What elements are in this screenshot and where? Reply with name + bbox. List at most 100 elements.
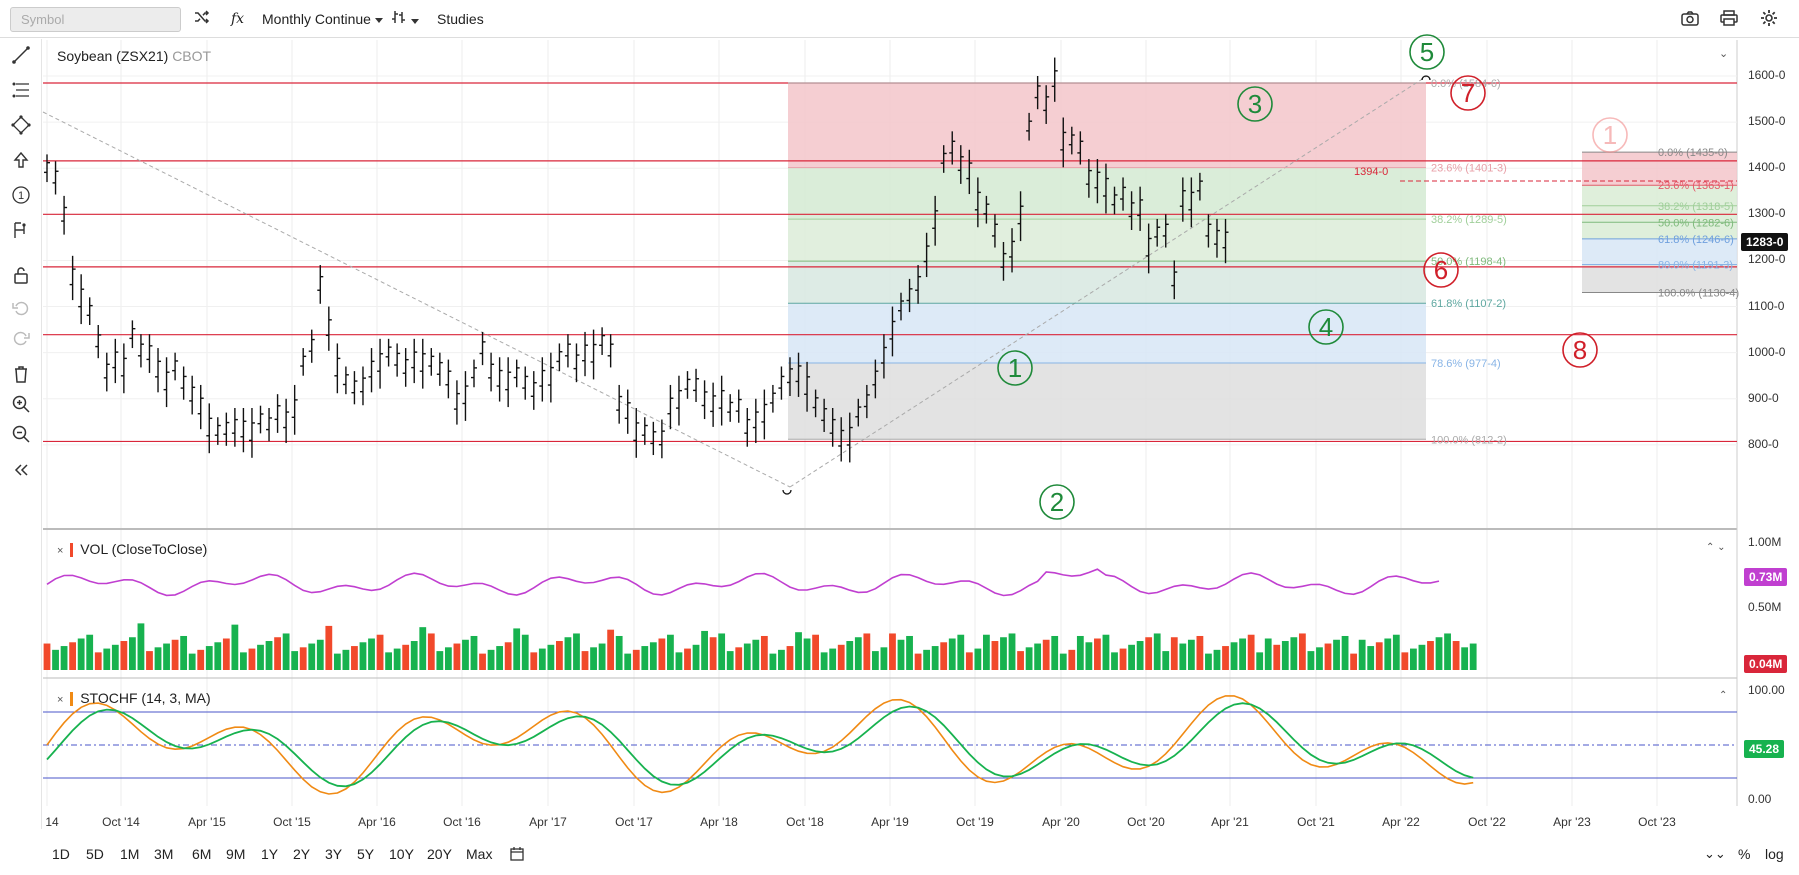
fib-zone	[788, 83, 1426, 168]
volume-bar-up	[692, 644, 700, 670]
number-tool-icon[interactable]: 1	[8, 182, 34, 208]
undo-icon[interactable]	[8, 295, 34, 321]
range-button-2y[interactable]: 2Y	[293, 846, 311, 862]
x-axis-tick: Apr '15	[188, 815, 226, 829]
range-button-3m[interactable]: 3M	[154, 846, 174, 862]
line-tool-icon[interactable]	[8, 42, 34, 68]
x-axis-tick: Oct '19	[956, 815, 994, 829]
stoch-study-label: STOCHF (14, 3, MA)	[80, 690, 211, 706]
volume-bar-up	[1333, 639, 1340, 670]
x-axis-tick: 14	[45, 815, 59, 829]
price-axis-tick: 1100-0	[1748, 298, 1785, 313]
wave-label-3-circle	[1237, 86, 1273, 122]
volume-bar-up	[282, 633, 290, 670]
range-button-6m[interactable]: 6M	[192, 846, 212, 862]
print-icon[interactable]	[1720, 10, 1738, 30]
volume-bar-up	[1205, 653, 1212, 670]
gear-icon[interactable]	[1760, 9, 1778, 31]
volume-bar-up	[60, 646, 68, 670]
zoom-out-icon[interactable]	[8, 421, 34, 447]
zoom-in-icon[interactable]	[8, 391, 34, 417]
double-chevron-down-icon[interactable]: ⌄⌄	[1704, 846, 1726, 861]
volume-bar-up	[1111, 652, 1118, 670]
vol-y-tick: 0.50M	[1748, 600, 1782, 614]
position-tool-icon[interactable]	[8, 217, 34, 243]
volume-bar-up	[1392, 634, 1400, 670]
range-button-max[interactable]: Max	[466, 846, 493, 862]
range-button-9m[interactable]: 9M	[226, 846, 246, 862]
fx-button[interactable]: fx	[231, 11, 245, 27]
volume-bar-up	[1162, 651, 1170, 670]
pane-collapse-icon[interactable]: ⌃	[1719, 690, 1728, 701]
timeframe-label: Monthly Continue	[262, 11, 371, 27]
volume-bar-down	[940, 642, 948, 670]
redo-icon[interactable]	[8, 325, 34, 351]
fib-level-label: 0.0% (1435-0)	[1658, 147, 1728, 159]
volume-bar-up	[393, 648, 401, 670]
volume-bar-down	[889, 633, 896, 670]
range-button-1y[interactable]: 1Y	[261, 846, 279, 862]
volume-bar-up	[641, 646, 649, 670]
fib-zone	[788, 219, 1426, 262]
volume-bar-up	[1290, 637, 1298, 670]
range-button-1d[interactable]: 1D	[52, 846, 70, 862]
volume-bar-down	[351, 646, 358, 670]
chevron-down-icon[interactable]: ⌄	[1719, 48, 1729, 60]
studies-button[interactable]: Studies	[437, 11, 484, 27]
exchange-label: CBOT	[172, 48, 212, 64]
shuffle-icon[interactable]	[194, 9, 210, 29]
close-icon[interactable]: ×	[57, 694, 64, 706]
x-axis-tick: Oct '14	[102, 815, 140, 829]
volume-bar-up	[1128, 644, 1135, 670]
volume-bar-up	[1136, 641, 1144, 670]
x-axis-tick: Oct '17	[615, 815, 653, 829]
camera-icon[interactable]	[1681, 10, 1699, 30]
timeframe-dropdown[interactable]: Monthly Continue	[262, 10, 383, 28]
wave-label-5-circle	[1409, 34, 1445, 70]
level-label: 1394-0	[1354, 166, 1388, 178]
pattern-tool-icon[interactable]	[8, 112, 34, 138]
range-button-3y[interactable]: 3Y	[325, 846, 343, 862]
volume-bar-down	[427, 633, 435, 670]
volume-bar-down	[556, 641, 563, 670]
volume-bar-up	[803, 638, 811, 670]
x-axis-tick: Apr '22	[1382, 815, 1420, 829]
price-axis-tick: 1400-0	[1748, 160, 1786, 175]
bar-chart-icon[interactable]	[391, 9, 419, 29]
lock-icon[interactable]	[8, 262, 34, 288]
wave-label-6: 6	[1434, 255, 1448, 285]
wave-label-4-circle	[1308, 309, 1344, 345]
fib-tool-icon[interactable]	[8, 77, 34, 103]
close-icon[interactable]: ×	[57, 545, 64, 557]
volume-bar-down	[222, 638, 230, 670]
collapse-icon[interactable]	[8, 457, 34, 483]
range-button-5y[interactable]: 5Y	[357, 846, 375, 862]
volume-bar-down	[1145, 637, 1153, 670]
volume-bar-up	[769, 653, 777, 670]
chevron-down-icon	[374, 17, 383, 23]
range-button-10y[interactable]: 10Y	[389, 846, 414, 862]
bottom-range-bar: 1D 5D 1M 3M 6M 9M 1Y 2Y 3Y 5Y 10Y 20Y Max ⌄⌄ % log	[0, 838, 1799, 875]
arrow-tool-icon[interactable]	[8, 147, 34, 173]
fib-zone	[788, 167, 1426, 220]
vol-line-badge: 0.73M	[1744, 568, 1788, 586]
calendar-icon[interactable]	[510, 847, 524, 864]
price-axis-tick: 1200-0	[1748, 252, 1786, 267]
symbol-input[interactable]	[10, 7, 181, 32]
volume-bar-down	[684, 648, 691, 670]
main-pane-title: Soybean (ZSX21) CBOT	[57, 48, 211, 64]
pane-resize-icon[interactable]: ⌃ ⌄	[1706, 542, 1726, 553]
vol-y-tick: 1.00M	[1748, 535, 1782, 549]
trash-icon[interactable]	[8, 361, 34, 387]
fib-zone	[1582, 238, 1737, 265]
range-button-20y[interactable]: 20Y	[427, 846, 452, 862]
percent-toggle[interactable]: %	[1738, 846, 1751, 862]
volume-bar-up	[1000, 637, 1007, 670]
volume-bar-down	[1452, 641, 1460, 670]
range-button-1m[interactable]: 1M	[120, 846, 140, 862]
volume-bar-up	[820, 652, 828, 670]
log-toggle[interactable]: log	[1765, 846, 1784, 862]
range-button-5d[interactable]: 5D	[86, 846, 104, 862]
volume-bar-up	[103, 648, 111, 670]
